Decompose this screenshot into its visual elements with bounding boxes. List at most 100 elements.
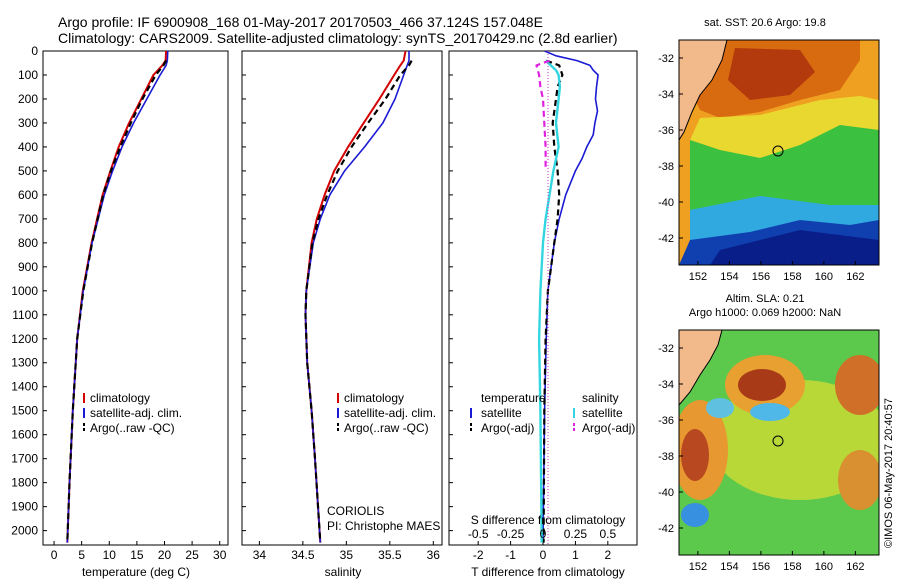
x-tick-label: 34.5 (291, 548, 315, 562)
header-line1: Argo profile: IF 6900908_168 01-May-2017… (58, 14, 543, 30)
salinity-xlabel: salinity (325, 565, 362, 579)
x-tick-label: 0 (51, 548, 58, 562)
legend-label: Argo(..raw -QC) (90, 421, 175, 435)
x-tick-label: 36 (427, 548, 441, 562)
x-tick-label: 34 (253, 548, 267, 562)
sst-argo-location (772, 145, 784, 157)
depth-tick-label: 1900 (11, 500, 38, 514)
lon-tick-label: 162 (846, 561, 864, 573)
series-line (66, 60, 168, 543)
top-tick-label: 0 (540, 527, 547, 541)
lon-tick-label: 156 (752, 561, 770, 573)
depth-tick-label: 200 (18, 92, 38, 106)
temperature-legend: climatology satellite-adj. clim. Argo(..… (83, 391, 182, 435)
legend-label: Argo(-adj) (481, 421, 534, 435)
lon-tick-label: 154 (720, 271, 738, 283)
x-tick-label: 35.5 (378, 548, 402, 562)
lon-tick-label: 158 (783, 561, 801, 573)
lat-tick-label: -42 (658, 233, 674, 245)
pi-annotation: PI: Christophe MAES (327, 519, 440, 533)
salinity-x-ticks: 34 34.5 35 35.5 36 (253, 541, 441, 562)
salinity-lines (304, 51, 413, 543)
depth-tick-label: 1000 (11, 284, 38, 298)
difference-lines (535, 51, 599, 543)
x-tick-label: 5 (78, 548, 85, 562)
lon-tick-label: 160 (815, 561, 833, 573)
depth-tick-label: 1400 (11, 380, 38, 394)
sst-map-frame (678, 39, 880, 266)
x-tick-label: -2 (473, 548, 484, 562)
depth-tick-label: 800 (18, 236, 38, 250)
series-line (304, 60, 413, 543)
header-line2: Climatology: CARS2009. Satellite-adjuste… (58, 30, 618, 46)
legend-heading-temperature: temperature (481, 391, 546, 405)
difference-legend: temperature salinity satellite Argo(-adj… (470, 391, 635, 435)
series-line (542, 51, 599, 543)
depth-tick-label: 1800 (11, 476, 38, 490)
x-tick-label: 30 (213, 548, 227, 562)
sst-map (679, 40, 879, 265)
lon-tick-label: 154 (720, 561, 738, 573)
lat-tick-label: -34 (658, 379, 674, 391)
lat-tick-label: -38 (658, 161, 674, 173)
lat-tick-label: -36 (658, 125, 674, 137)
sla-high-2-core (681, 429, 709, 481)
sla-map-ticks: -32 -34 -36 -38 -40 -42 152 154 156 158 160 162 (658, 343, 864, 573)
sla-high-4 (838, 450, 879, 510)
sla-low-3 (681, 503, 709, 527)
difference-xlabel: T difference from climatology (471, 565, 625, 579)
temperature-x-ticks: 0 5 10 15 20 25 30 (51, 541, 227, 562)
difference-top-ticks: -0.5 -0.25 0 0.25 0.5 (468, 527, 617, 541)
sla-map-title-2: Argo h1000: 0.069 h2000: NaN (689, 307, 841, 319)
top-tick-label: -0.25 (497, 527, 525, 541)
depth-tick-label: 100 (18, 68, 38, 82)
x-tick-label: 35 (340, 548, 354, 562)
lat-tick-label: -42 (658, 523, 674, 535)
series-line (304, 51, 407, 543)
depth-tick-label: 400 (18, 140, 38, 154)
depth-tick-label: 0 (31, 44, 38, 58)
sst-map-ticks: -32 -34 -36 -38 -40 -42 152 154 156 158 160 162 (658, 53, 864, 283)
lon-tick-label: 158 (783, 271, 801, 283)
lon-tick-label: 152 (689, 271, 707, 283)
series-line (537, 59, 562, 543)
series-line (542, 59, 564, 543)
legend-label: climatology (90, 391, 150, 405)
difference-x-ticks: -2 -1 0 1 2 (473, 541, 611, 562)
imos-note: ©IMOS 06-May-2017 20:40:57 (883, 398, 895, 548)
legend-label: satellite-adj. clim. (344, 406, 436, 420)
x-tick-label: 0 (540, 548, 547, 562)
lat-tick-label: -38 (658, 451, 674, 463)
sst-coastline (679, 40, 728, 141)
salinity-legend: climatology satellite-adj. clim. Argo(..… (337, 391, 436, 435)
sla-map-title-1: Altim. SLA: 0.21 (726, 293, 805, 305)
sla-map-frame (678, 329, 880, 556)
sla-high-1-core (738, 369, 786, 401)
sst-core (728, 48, 815, 100)
lat-tick-label: -40 (658, 197, 674, 209)
top-tick-label: -0.5 (468, 527, 489, 541)
top-tick-label: 0.25 (564, 527, 588, 541)
sla-land (679, 330, 722, 405)
x-tick-label: 2 (604, 548, 611, 562)
sst-land (679, 40, 727, 140)
difference-top-xlabel: S difference from climatology (471, 513, 626, 527)
lat-tick-label: -40 (658, 487, 674, 499)
salinity-panel (241, 50, 443, 546)
x-tick-label: 15 (130, 548, 144, 562)
legend-label: Argo(..raw -QC) (344, 421, 429, 435)
depth-axis: 0 100 200 300 400 500 600 700 800 900 1000 1100 1200… (11, 44, 453, 538)
x-tick-label: 1 (572, 548, 579, 562)
temperature-panel (42, 50, 229, 546)
lat-tick-label: -32 (658, 343, 674, 355)
depth-tick-label: 2000 (11, 524, 38, 538)
lon-tick-label: 156 (752, 271, 770, 283)
depth-tick-label: 1600 (11, 428, 38, 442)
temperature-xlabel: temperature (deg C) (82, 565, 190, 579)
legend-label: satellite (481, 406, 522, 420)
x-tick-label: 10 (103, 548, 117, 562)
series-line (304, 51, 410, 543)
depth-tick-label: 1100 (12, 308, 38, 322)
lat-tick-label: -34 (658, 89, 674, 101)
